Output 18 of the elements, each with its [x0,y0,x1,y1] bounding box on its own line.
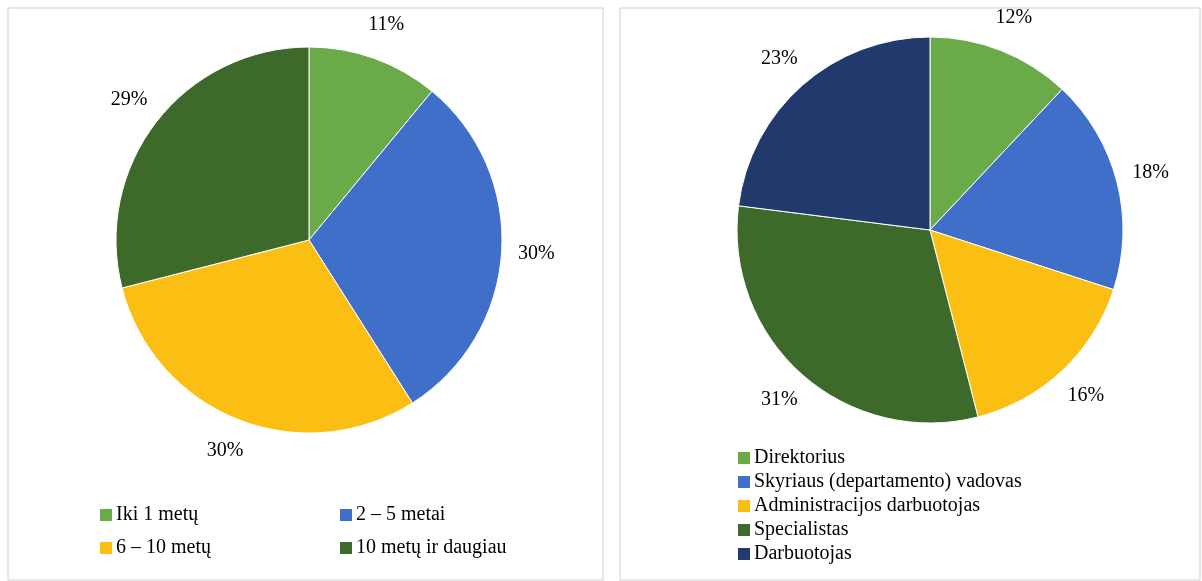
data-label: 30% [517,240,555,263]
data-label: 12% [995,4,1033,27]
data-label: 18% [1132,159,1169,182]
legend-label: Darbuotojas [754,540,852,564]
data-label: 30% [206,438,244,461]
legend-label: Iki 1 metų [116,501,200,525]
data-label: 29% [110,87,148,110]
data-label: 31% [761,387,798,410]
data-label: 23% [761,45,798,68]
legend-label: 2 – 5 metai [356,501,446,524]
legend-label: Skyriaus (departamento) vadovas [754,468,1022,492]
legend-label: Direktorius [754,444,846,467]
legend-label: 10 metų ir daugiau [356,534,507,558]
data-label: 11% [368,12,405,35]
legend-label: Specialistas [754,516,849,540]
legend-label: Administracijos darbuotojas [754,492,981,516]
legend-label: 6 – 10 metų [116,534,212,558]
data-label: 16% [1067,382,1105,405]
